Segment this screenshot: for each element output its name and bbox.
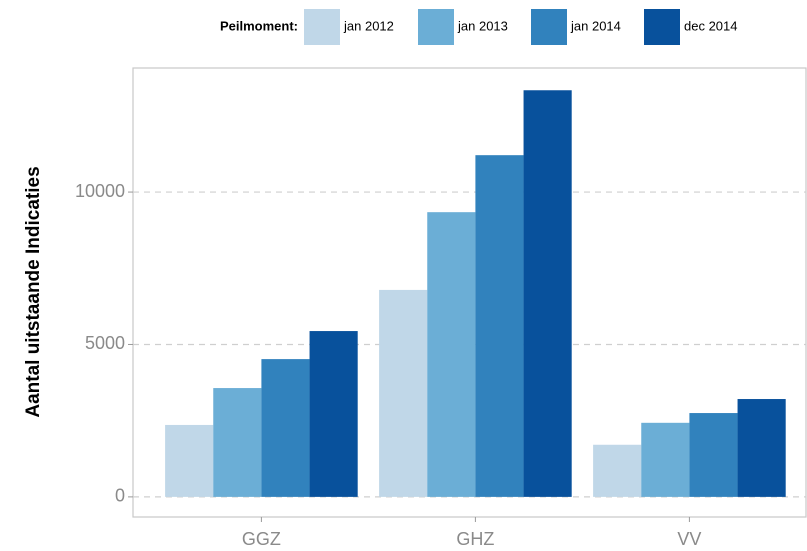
- y-tick-label: 5000: [85, 333, 125, 353]
- legend-swatch: [531, 9, 567, 45]
- y-tick-label: 10000: [75, 181, 125, 201]
- bar: [309, 331, 358, 497]
- y-axis-title: Aantal uitstaande Indicaties: [23, 166, 44, 417]
- bar: [379, 289, 428, 497]
- bar: [427, 212, 476, 497]
- bar: [737, 399, 786, 497]
- legend-label: jan 2012: [343, 18, 394, 33]
- bar: [689, 413, 738, 497]
- legend-label: jan 2013: [457, 18, 508, 33]
- bar: [165, 424, 214, 497]
- bar: [475, 155, 524, 497]
- bar: [641, 422, 690, 497]
- bar: [523, 90, 572, 497]
- bar: [593, 444, 642, 497]
- legend-swatch: [304, 9, 340, 45]
- y-tick-label: 0: [115, 486, 125, 506]
- bar: [213, 388, 262, 497]
- x-tick-label: VV: [677, 529, 701, 549]
- legend-swatch: [644, 9, 680, 45]
- legend-title: Peilmoment:: [220, 18, 298, 33]
- legend-swatch: [418, 9, 454, 45]
- bar: [261, 359, 310, 497]
- x-tick-label: GGZ: [242, 529, 281, 549]
- legend-label: jan 2014: [570, 18, 621, 33]
- x-tick-label: GHZ: [456, 529, 494, 549]
- legend-label: dec 2014: [684, 18, 738, 33]
- plot-border: [132, 67, 807, 518]
